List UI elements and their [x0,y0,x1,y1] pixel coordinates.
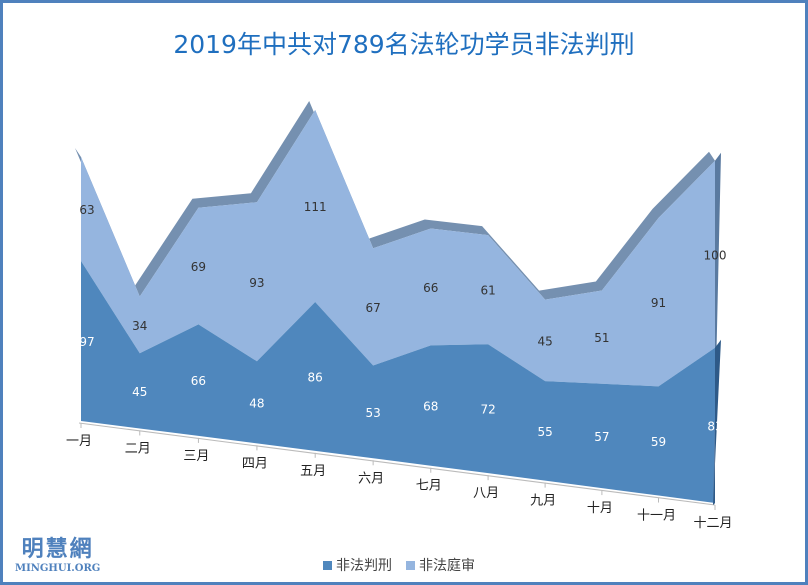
data-label-trials: 93 [249,276,264,290]
data-label-sentenced: 72 [480,403,495,417]
x-tick-label: 五月 [300,464,326,479]
x-tick-label: 六月 [358,471,384,486]
data-label-trials: 45 [537,334,552,348]
legend-label: 非法判刑 [336,558,392,574]
series-top-depth [75,101,715,300]
data-label-sentenced: 55 [537,425,552,439]
x-tick-label: 十二月 [693,516,732,531]
legend-item-trials: 非法庭审 [406,555,475,575]
legend-label: 非法庭审 [419,558,475,574]
data-label-trials: 63 [79,203,94,217]
legend-swatch [406,561,415,570]
data-label-sentenced: 48 [249,396,264,410]
data-label-trials: 34 [132,319,147,333]
logo-en: MINGHUI.ORG [15,563,101,574]
area-chart: 一月 97 63 二月 45 34 三月 66 69 四月 48 93 五月 86 111 六月 53 67 七月 6… [66,101,733,531]
x-tick-label: 八月 [473,486,499,501]
x-tick-label: 十月 [587,501,613,516]
data-label-trials: 111 [304,200,327,214]
side-face-bottom [713,339,721,505]
x-tick-label: 一月 [66,434,92,449]
series-area-trials [81,110,715,387]
chart-title: 2019年中共对789名法轮功学员非法判刑 [173,30,635,59]
data-label-trials: 91 [651,296,666,310]
series-area-sentenced [81,260,715,503]
data-label-sentenced: 66 [191,374,206,388]
x-tick-label: 三月 [183,449,209,464]
data-label-trials: 51 [594,331,609,345]
data-label-trials: 61 [480,284,495,298]
legend-swatch [323,561,332,570]
x-tick-label: 七月 [416,479,442,494]
data-label-sentenced: 68 [423,400,438,414]
data-label-sentenced: 45 [132,385,147,399]
legend: 非法判刑 非法庭审 [323,555,475,575]
x-tick-label: 四月 [242,456,268,471]
x-axis-line [78,422,716,506]
data-label-sentenced: 59 [651,435,666,449]
data-label-sentenced: 53 [366,406,381,420]
data-label-sentenced: 86 [308,370,323,384]
data-label-sentenced: 57 [594,430,609,444]
minghui-logo: 明慧網 MINGHUI.ORG [15,531,100,574]
legend-item-sentenced: 非法判刑 [323,555,392,575]
data-label-trials: 67 [366,301,381,315]
data-label-trials: 66 [423,281,438,295]
x-tick-label: 二月 [125,441,151,456]
x-tick-label: 十一月 [637,509,676,524]
x-tick-label: 九月 [530,494,556,509]
data-label-trials: 100 [704,248,727,262]
data-label-sentenced: 83 [707,419,722,433]
data-label-trials: 69 [191,260,206,274]
logo-cn: 明慧網 [21,537,94,562]
data-label-sentenced: 97 [79,335,94,349]
